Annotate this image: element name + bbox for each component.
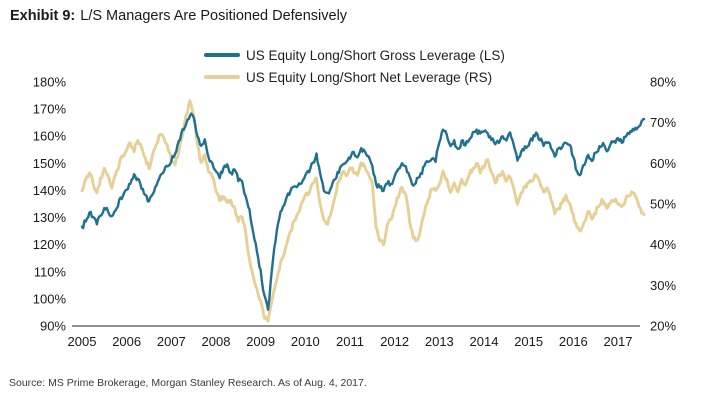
- x-axis-tick: 2011: [336, 334, 364, 349]
- left-axis-tick: 150%: [33, 156, 67, 171]
- legend-label-gross: US Equity Long/Short Gross Leverage (LS): [246, 47, 505, 63]
- x-axis-tick: 2010: [291, 334, 320, 349]
- legend-label-net: US Equity Long/Short Net Leverage (RS): [246, 69, 493, 85]
- net-line-swatch: [204, 75, 240, 79]
- gross-leverage-line: [80, 112, 646, 311]
- x-axis-tick: 2015: [514, 334, 543, 349]
- x-axis-tick: 2016: [559, 334, 588, 349]
- exhibit-title-text: L/S Managers Are Positioned Defensively: [80, 8, 348, 24]
- left-axis-tick: 180%: [33, 75, 67, 90]
- x-axis-tick: 2017: [604, 334, 633, 349]
- left-axis-tick: 110%: [34, 264, 67, 279]
- source-note: Source: MS Prime Brokerage, Morgan Stanl…: [9, 377, 367, 389]
- left-axis-tick: 170%: [33, 102, 67, 117]
- left-axis-tick: 160%: [33, 129, 67, 144]
- x-axis-tick: 2009: [246, 334, 275, 349]
- left-axis-tick: 100%: [33, 291, 67, 306]
- right-axis-tick: 60%: [650, 156, 676, 171]
- exhibit-title: Exhibit 9: L/S Managers Are Positioned De…: [10, 8, 347, 24]
- legend-item-gross: US Equity Long/Short Gross Leverage (LS): [204, 44, 505, 66]
- right-axis-tick: 30%: [650, 278, 676, 293]
- x-axis-tick: 2007: [157, 334, 186, 349]
- x-axis-tick: 2008: [202, 334, 231, 349]
- x-axis-tick: 2006: [112, 334, 141, 349]
- net-leverage-line: [80, 99, 646, 323]
- right-axis-tick: 40%: [650, 237, 676, 252]
- x-axis-tick: 2005: [68, 334, 97, 349]
- left-axis-tick: 90%: [40, 319, 66, 334]
- left-axis-tick: 120%: [33, 237, 67, 252]
- right-axis-tick: 50%: [650, 197, 676, 212]
- right-axis-tick: 80%: [650, 75, 676, 90]
- legend-item-net: US Equity Long/Short Net Leverage (RS): [204, 66, 505, 88]
- right-axis-tick: 70%: [650, 115, 676, 130]
- left-axis-tick: 140%: [33, 183, 67, 198]
- x-axis-tick: 2014: [470, 334, 499, 349]
- exhibit-label: Exhibit 9:: [10, 8, 76, 24]
- left-axis-tick: 130%: [33, 210, 67, 225]
- right-axis-tick: 20%: [650, 319, 676, 334]
- chart-legend: US Equity Long/Short Gross Leverage (LS)…: [204, 44, 505, 88]
- gross-line-swatch: [204, 53, 240, 57]
- x-axis-tick: 2013: [425, 334, 454, 349]
- x-axis-tick: 2012: [380, 334, 409, 349]
